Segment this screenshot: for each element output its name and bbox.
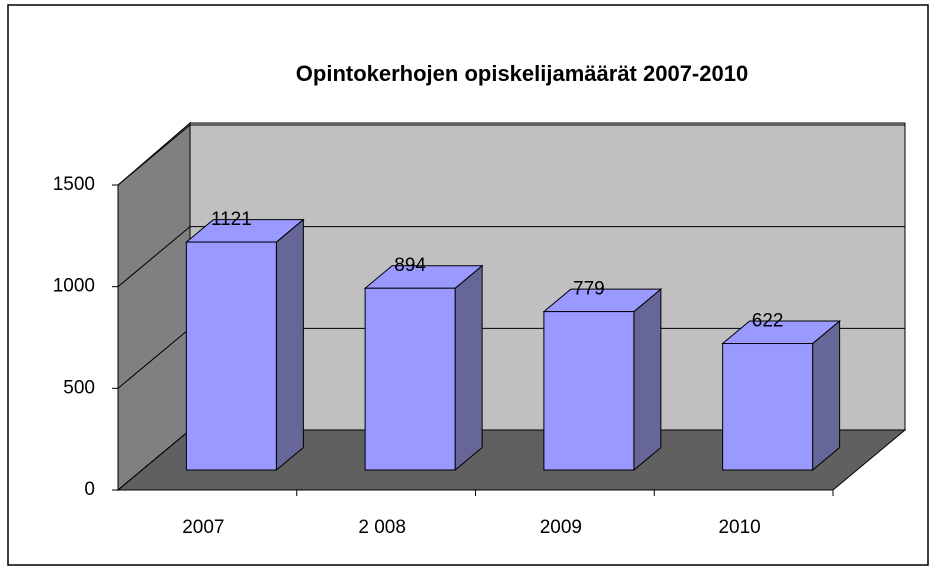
y-tick-label: 1000 [53, 276, 95, 297]
grid-line-side [117, 429, 191, 491]
x-tick-label: 2010 [718, 517, 760, 538]
y-tick-label: 1500 [53, 174, 95, 195]
grid-line-side [117, 226, 191, 288]
bar-side [275, 218, 304, 472]
bar [185, 241, 277, 471]
y-tick-label: 500 [63, 377, 95, 398]
data-label: 622 [752, 311, 784, 332]
bar [364, 287, 456, 471]
bar-side [812, 319, 841, 472]
x-tick-label: 2 008 [358, 517, 406, 538]
data-label: 779 [573, 279, 605, 300]
x-tick-label: 2009 [540, 517, 582, 538]
bar [722, 343, 814, 471]
bar-side [633, 288, 662, 472]
data-label: 1121 [211, 209, 252, 230]
bar [543, 311, 635, 471]
bar-side [454, 264, 483, 472]
data-label: 894 [394, 255, 426, 276]
chart-title: Opintokerhojen opiskelijamäärät 2007-201… [296, 61, 748, 86]
y-tick-label: 0 [84, 479, 95, 500]
grid-line-side [117, 327, 191, 389]
x-tick-label: 2007 [182, 517, 224, 538]
side-wall [117, 121, 191, 492]
grid-line-side [117, 124, 191, 186]
